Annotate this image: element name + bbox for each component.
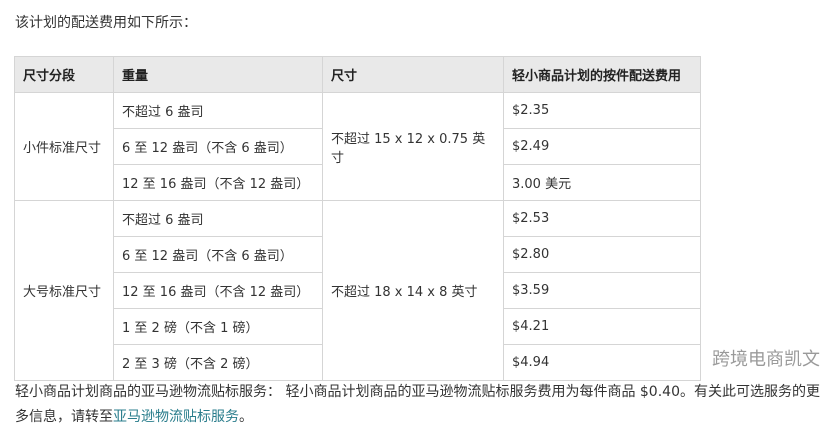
header-dimensions: 尺寸 [322, 56, 504, 93]
table-row: 12 至 16 盎司（不含 12 盎司） 3.00 美元 [15, 164, 701, 201]
fee-cell: $2.53 [503, 200, 701, 237]
header-fee: 轻小商品计划的按件配送费用 [503, 56, 701, 93]
footer-end: 。 [239, 409, 253, 425]
tier-cell: 小件标准尺寸 [14, 92, 114, 201]
dimensions-cell: 不超过 15 x 12 x 0.75 英寸 [322, 92, 504, 201]
weight-cell: 1 至 2 磅（不含 1 磅） [113, 308, 323, 345]
fee-table: 尺寸分段 重量 尺寸 轻小商品计划的按件配送费用 小件标准尺寸 不超过 6 盎司不… [14, 56, 701, 381]
table-row: 2 至 3 磅（不含 2 磅） $4.94 [15, 344, 701, 381]
fba-label-service-link[interactable]: 亚马逊物流贴标服务 [113, 409, 239, 425]
weight-cell: 不超过 6 盎司 [113, 92, 323, 129]
weight-cell: 2 至 3 磅（不含 2 磅） [113, 344, 323, 381]
fee-cell: 3.00 美元 [503, 164, 701, 201]
table-row: 12 至 16 盎司（不含 12 盎司） $3.59 [15, 272, 701, 309]
header-tier: 尺寸分段 [14, 56, 114, 93]
header-weight: 重量 [113, 56, 323, 93]
weight-cell: 12 至 16 盎司（不含 12 盎司） [113, 164, 323, 201]
weight-cell: 6 至 12 盎司（不含 6 盎司） [113, 236, 323, 273]
fee-cell: $4.21 [503, 308, 701, 345]
watermark: 跨境电商凯文 [712, 349, 820, 370]
fee-cell: $2.49 [503, 128, 701, 165]
table-row: 6 至 12 盎司（不含 6 盎司） $2.49 [15, 128, 701, 165]
fee-cell: $3.59 [503, 272, 701, 309]
intro-text: 该计划的配送费用如下所示： [15, 15, 197, 31]
table-header-row: 尺寸分段 重量 尺寸 轻小商品计划的按件配送费用 [14, 56, 701, 93]
footer-text: 轻小商品计划商品的亚马逊物流贴标服务： 轻小商品计划商品的亚马逊物流贴标服务费用… [15, 384, 820, 425]
dimensions-cell: 不超过 18 x 14 x 8 英寸 [322, 200, 504, 381]
weight-cell: 12 至 16 盎司（不含 12 盎司） [113, 272, 323, 309]
fee-cell: $4.94 [503, 344, 701, 381]
fee-cell: $2.80 [503, 236, 701, 273]
table-row: 大号标准尺寸 不超过 6 盎司 不超过 18 x 14 x 8 英寸 $2.53 [14, 200, 701, 381]
footer-note: 轻小商品计划商品的亚马逊物流贴标服务： 轻小商品计划商品的亚马逊物流贴标服务费用… [15, 380, 830, 430]
fee-cell: $2.35 [503, 92, 701, 129]
tier-cell: 大号标准尺寸 [14, 200, 114, 381]
weight-cell: 不超过 6 盎司 [113, 200, 323, 237]
weight-cell: 6 至 12 盎司（不含 6 盎司） [113, 128, 323, 165]
table-row: 6 至 12 盎司（不含 6 盎司） $2.80 [15, 236, 701, 273]
table-row: 1 至 2 磅（不含 1 磅） $4.21 [15, 308, 701, 345]
table-row: 小件标准尺寸 不超过 6 盎司 不超过 15 x 12 x 0.75 英寸 $2.35 [14, 92, 701, 201]
